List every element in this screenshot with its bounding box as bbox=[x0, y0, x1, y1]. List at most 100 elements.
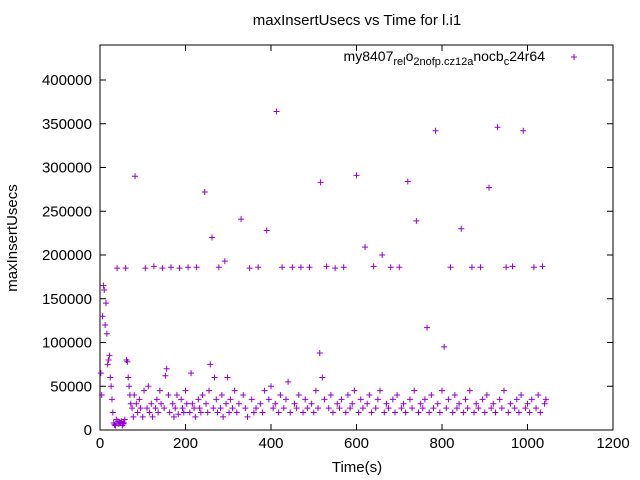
data-point bbox=[520, 127, 527, 134]
data-point bbox=[182, 387, 189, 394]
data-point bbox=[156, 387, 163, 394]
y-tick-label: 50000 bbox=[50, 378, 92, 395]
data-point bbox=[145, 383, 152, 390]
data-point bbox=[97, 370, 104, 377]
data-point bbox=[316, 350, 323, 356]
data-point bbox=[530, 264, 537, 271]
data-point bbox=[132, 173, 139, 180]
data-point bbox=[315, 405, 322, 412]
data-point bbox=[167, 264, 174, 271]
data-point bbox=[126, 383, 133, 390]
data-point bbox=[268, 383, 274, 390]
data-point bbox=[383, 400, 390, 407]
data-point bbox=[103, 330, 110, 337]
data-point bbox=[500, 387, 507, 394]
data-point bbox=[475, 405, 482, 412]
data-point bbox=[285, 378, 292, 385]
data-point bbox=[233, 409, 240, 416]
data-point bbox=[366, 392, 373, 398]
data-point bbox=[338, 396, 345, 403]
data-point bbox=[353, 172, 360, 179]
data-point bbox=[131, 392, 138, 398]
data-point bbox=[387, 264, 394, 271]
data-point bbox=[215, 264, 222, 271]
data-point bbox=[464, 405, 471, 412]
data-point bbox=[111, 421, 118, 428]
data-point bbox=[436, 409, 443, 416]
data-point bbox=[253, 405, 260, 412]
data-point bbox=[306, 264, 313, 271]
data-point bbox=[155, 409, 162, 416]
data-point bbox=[207, 361, 214, 368]
data-point bbox=[332, 265, 339, 272]
data-point bbox=[191, 405, 198, 412]
axes: 0 200 400 600 800 1000 1200 0 50000 100000 150000 2… bbox=[42, 45, 630, 452]
x-axis-label: Time(s) bbox=[332, 459, 382, 476]
data-point bbox=[400, 400, 407, 407]
data-point bbox=[344, 392, 351, 398]
data-point bbox=[287, 409, 294, 416]
data-point bbox=[173, 392, 180, 398]
data-point bbox=[98, 392, 105, 398]
data-point bbox=[340, 264, 347, 271]
data-point bbox=[141, 387, 148, 394]
data-point bbox=[511, 405, 518, 412]
data-point bbox=[282, 396, 289, 403]
data-point bbox=[308, 400, 315, 407]
data-point bbox=[109, 409, 116, 416]
data-point bbox=[494, 124, 501, 131]
data-point bbox=[176, 265, 183, 272]
data-point bbox=[104, 361, 111, 368]
data-point bbox=[351, 387, 358, 394]
data-point bbox=[357, 396, 364, 403]
data-point bbox=[432, 127, 439, 134]
data-point bbox=[107, 374, 114, 381]
data-point bbox=[451, 392, 458, 398]
data-point bbox=[486, 184, 493, 191]
data-point bbox=[179, 405, 186, 412]
data-point bbox=[539, 263, 546, 270]
data-point bbox=[490, 400, 497, 407]
data-point bbox=[458, 225, 465, 232]
x-tick-label: 600 bbox=[344, 435, 369, 452]
data-point bbox=[162, 372, 169, 379]
data-point bbox=[121, 416, 128, 423]
data-point bbox=[336, 405, 343, 412]
data-point bbox=[498, 405, 505, 412]
data-point bbox=[142, 265, 149, 272]
data-point bbox=[102, 322, 109, 328]
data-point bbox=[220, 413, 227, 420]
data-points bbox=[97, 108, 549, 429]
data-point bbox=[402, 409, 409, 416]
legend: my8407relo2nofp.cz12anocbc24r64 bbox=[344, 48, 577, 68]
data-point bbox=[479, 396, 486, 403]
data-point bbox=[492, 409, 499, 416]
data-point bbox=[127, 400, 134, 407]
data-point bbox=[434, 400, 441, 407]
data-point bbox=[310, 409, 317, 416]
legend-label-part: c bbox=[504, 56, 510, 68]
data-point bbox=[188, 370, 195, 377]
data-point bbox=[349, 400, 356, 407]
data-point bbox=[206, 387, 213, 394]
data-point bbox=[130, 413, 137, 420]
data-point bbox=[537, 409, 544, 416]
data-point bbox=[522, 405, 529, 412]
data-point bbox=[317, 179, 324, 186]
data-point bbox=[421, 396, 428, 403]
data-point bbox=[394, 392, 401, 398]
data-point bbox=[150, 263, 157, 270]
x-tick-label: 1000 bbox=[511, 435, 544, 452]
data-point bbox=[108, 396, 115, 403]
data-point bbox=[186, 409, 193, 416]
data-point bbox=[209, 234, 216, 241]
data-point bbox=[273, 108, 280, 115]
data-point bbox=[101, 287, 108, 293]
data-point bbox=[221, 258, 228, 265]
legend-label-part: 2nofp.cz12a bbox=[413, 56, 474, 68]
data-point bbox=[424, 324, 431, 331]
data-point bbox=[513, 396, 520, 403]
y-tick-label: 200000 bbox=[42, 247, 92, 264]
data-point bbox=[227, 396, 234, 403]
data-point bbox=[477, 264, 484, 271]
